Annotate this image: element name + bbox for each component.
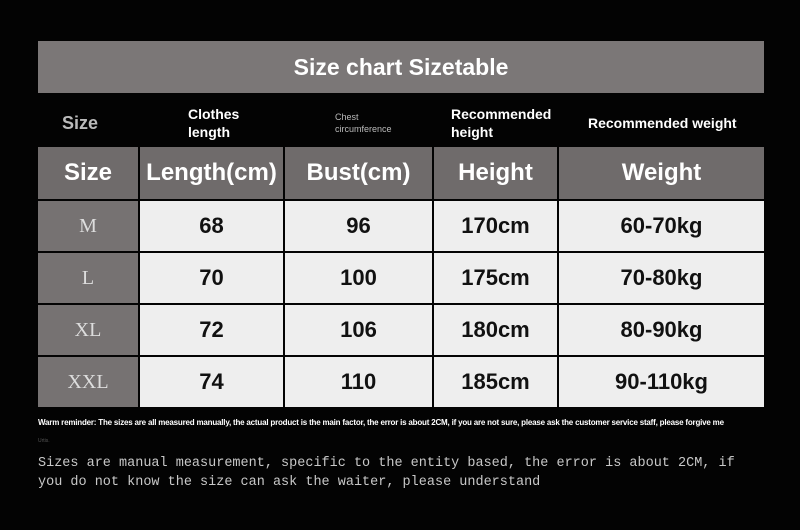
size-note: Sizes are manual measurement, specific t… xyxy=(38,456,735,490)
subheader-weight: Recommended weight xyxy=(588,114,737,131)
cell-bust: 106 xyxy=(285,305,432,355)
subheader-size: Size xyxy=(62,112,99,133)
table-row: M 68 96 170cm 60-70kg xyxy=(38,201,764,251)
header-weight: Weight xyxy=(559,147,764,199)
table-row: XL 72 106 180cm 80-90kg xyxy=(38,305,764,355)
cell-bust: 110 xyxy=(285,357,432,407)
cell-bust: 96 xyxy=(285,201,432,251)
header-bust: Bust(cm) xyxy=(285,147,432,199)
cell-height: 180cm xyxy=(434,305,557,355)
warm-reminder: Warm reminder: The sizes are all measure… xyxy=(38,418,724,427)
cell-size: XXL xyxy=(38,357,138,407)
cell-height: 185cm xyxy=(434,357,557,407)
header-size: Size xyxy=(38,147,138,199)
warm-reminder-tail: Urtis. xyxy=(38,438,50,444)
cell-weight: 90-110kg xyxy=(559,357,764,407)
cell-size: XL xyxy=(38,305,138,355)
header-length: Length(cm) xyxy=(140,147,283,199)
cell-bust: 100 xyxy=(285,253,432,303)
cell-length: 72 xyxy=(140,305,283,355)
cell-height: 170cm xyxy=(434,201,557,251)
cell-weight: 70-80kg xyxy=(559,253,764,303)
table-row: XXL 74 110 185cm 90-110kg xyxy=(38,357,764,407)
cell-length: 70 xyxy=(140,253,283,303)
size-table: Size Length(cm) Bust(cm) Height Weight M… xyxy=(36,145,766,409)
chart-title: Size chart Sizetable xyxy=(38,41,764,93)
table-header-row: Size Length(cm) Bust(cm) Height Weight xyxy=(38,147,764,199)
subheader-clothes-length: Clothes length xyxy=(188,105,240,140)
subheader-chest: Chest circumference xyxy=(335,111,392,134)
table-row: L 70 100 175cm 70-80kg xyxy=(38,253,764,303)
cell-size: M xyxy=(38,201,138,251)
cell-length: 68 xyxy=(140,201,283,251)
header-height: Height xyxy=(434,147,557,199)
cell-length: 74 xyxy=(140,357,283,407)
cell-weight: 60-70kg xyxy=(559,201,764,251)
subheader-height: Recommended height xyxy=(451,105,552,140)
cell-height: 175cm xyxy=(434,253,557,303)
cell-size: L xyxy=(38,253,138,303)
cell-weight: 80-90kg xyxy=(559,305,764,355)
